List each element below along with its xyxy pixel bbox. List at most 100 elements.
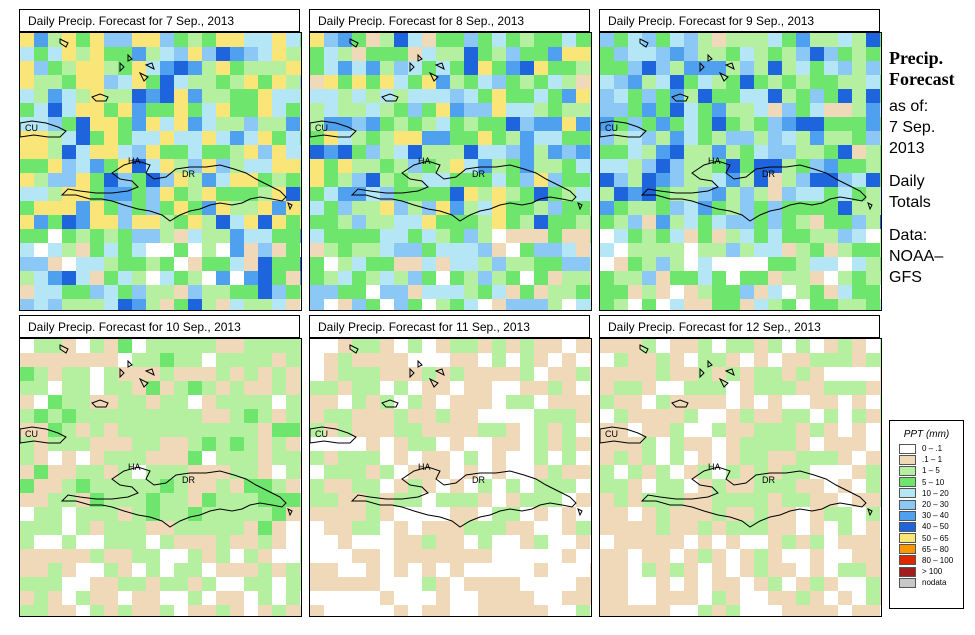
precip-cell	[684, 75, 698, 89]
precip-cell	[478, 437, 492, 451]
precip-cell	[338, 145, 352, 159]
precip-cell	[880, 61, 881, 75]
precip-cell	[478, 367, 492, 381]
precip-cell	[628, 299, 642, 310]
precip-cell	[188, 75, 202, 89]
coastline-outline	[20, 120, 67, 138]
precip-cell	[684, 117, 698, 131]
precip-cell	[740, 465, 754, 479]
precip-cell	[146, 117, 160, 131]
precip-cell	[534, 409, 548, 423]
precip-cell	[258, 549, 272, 563]
precip-cell	[450, 131, 464, 145]
precip-cell	[104, 285, 118, 299]
precip-cell	[244, 493, 258, 507]
precip-cell	[838, 47, 852, 61]
precip-cell	[380, 409, 394, 423]
precip-cell	[478, 493, 492, 507]
precip-cell	[394, 159, 408, 173]
precip-cell	[310, 75, 324, 89]
precip-cell	[768, 479, 782, 493]
precip-cell	[188, 605, 202, 616]
precip-cell	[146, 465, 160, 479]
precip-cell	[338, 339, 352, 353]
precip-cell	[712, 409, 726, 423]
precip-cell	[726, 535, 740, 549]
precip-cell	[628, 61, 642, 75]
precip-cell	[642, 409, 656, 423]
precip-cell	[394, 89, 408, 103]
precip-cell	[380, 103, 394, 117]
precip-cell	[20, 271, 34, 285]
precip-cell	[880, 215, 881, 229]
precip-cell	[202, 563, 216, 577]
precip-cell	[174, 423, 188, 437]
precip-cell	[450, 591, 464, 605]
precip-cell	[852, 493, 866, 507]
precip-cell	[300, 367, 301, 381]
precip-cell	[642, 493, 656, 507]
precip-cell	[366, 451, 380, 465]
precip-cell	[464, 299, 478, 310]
precip-cell	[310, 409, 324, 423]
precip-cell	[76, 577, 90, 591]
precip-cell	[838, 451, 852, 465]
legend-label: 1 – 5	[922, 466, 940, 476]
precip-cell	[104, 437, 118, 451]
precip-cell	[810, 145, 824, 159]
precip-cell	[600, 285, 614, 299]
precip-cell	[132, 605, 146, 616]
precip-cell	[104, 507, 118, 521]
map-label-haiti: HA	[708, 156, 721, 166]
precip-cell	[534, 521, 548, 535]
precip-cell	[310, 479, 324, 493]
precip-cell	[684, 187, 698, 201]
precip-cell	[436, 215, 450, 229]
precip-cell	[188, 271, 202, 285]
precip-cell	[132, 437, 146, 451]
precip-cell	[492, 33, 506, 47]
precip-cell	[852, 159, 866, 173]
precip-cell	[852, 423, 866, 437]
precip-cell	[562, 257, 576, 271]
precip-cell	[684, 339, 698, 353]
precip-cell	[118, 271, 132, 285]
precip-cell	[90, 591, 104, 605]
precip-cell	[768, 549, 782, 563]
precip-cell	[118, 285, 132, 299]
precip-cell	[394, 339, 408, 353]
precip-cell	[450, 285, 464, 299]
precip-cell	[614, 367, 628, 381]
precip-cell	[520, 89, 534, 103]
precip-cell	[216, 479, 230, 493]
precip-cell	[118, 229, 132, 243]
precip-cell	[366, 577, 380, 591]
precip-cell	[408, 353, 422, 367]
precip-cell	[188, 257, 202, 271]
precip-cell	[866, 271, 880, 285]
precip-cell	[48, 243, 62, 257]
precip-cell	[642, 61, 656, 75]
coastline-outline	[718, 377, 729, 388]
precip-cell	[614, 451, 628, 465]
precip-cell	[534, 145, 548, 159]
precip-cell	[880, 437, 881, 451]
precip-cell	[726, 215, 740, 229]
precip-cell	[48, 285, 62, 299]
precip-cell	[258, 103, 272, 117]
precip-cell	[838, 577, 852, 591]
precip-cell	[782, 493, 796, 507]
precip-cell	[366, 605, 380, 616]
precip-cell	[300, 117, 301, 131]
precip-cell	[300, 395, 301, 409]
precip-cell	[230, 367, 244, 381]
precip-cell	[712, 145, 726, 159]
precip-cell	[600, 353, 614, 367]
precip-cell	[244, 159, 258, 173]
precip-cell	[754, 451, 768, 465]
coastline-outline	[144, 368, 155, 376]
precip-cell	[338, 131, 352, 145]
precip-cell	[866, 187, 880, 201]
precip-cell	[324, 577, 338, 591]
precip-cell	[614, 339, 628, 353]
